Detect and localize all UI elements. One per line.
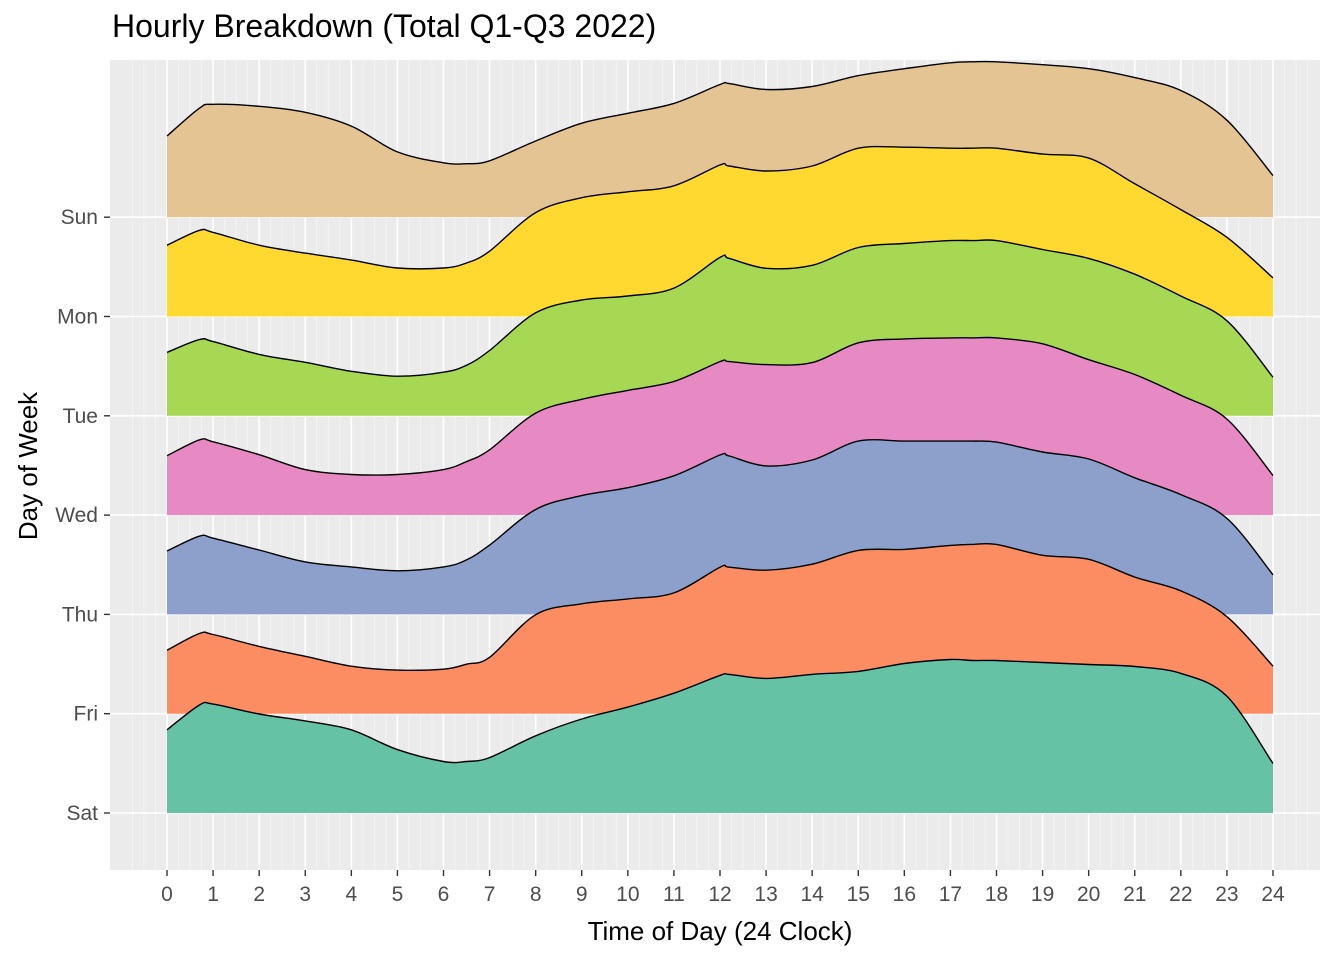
x-tick-label: 17 bbox=[939, 883, 962, 906]
y-axis-title: Day of Week bbox=[13, 391, 43, 540]
ridge-areas bbox=[166, 60, 1274, 813]
y-tick-label: Thu bbox=[62, 603, 98, 626]
x-tick-label: 5 bbox=[392, 883, 404, 906]
x-tick-label: 11 bbox=[663, 883, 685, 906]
x-tick-label: 3 bbox=[299, 883, 311, 906]
x-axis: 0 1 2 3 4 5 6 7 8 9 10 11 12 13 14 15 16 17 18 19 20 21 22 23 24 bbox=[161, 870, 1285, 906]
x-tick-label: 10 bbox=[616, 883, 639, 906]
x-tick-label: 16 bbox=[893, 883, 916, 906]
ridge-line-sat bbox=[166, 658, 1274, 764]
x-tick-label: 18 bbox=[985, 883, 1008, 906]
chart-title: Hourly Breakdown (Total Q1-Q3 2022) bbox=[112, 8, 657, 44]
x-tick-label: 14 bbox=[800, 883, 824, 906]
x-tick-label: 19 bbox=[1031, 883, 1054, 906]
y-tick-label: Sun bbox=[61, 206, 98, 229]
y-axis: Sat Fri Thu Wed Tue Mon Sun bbox=[55, 206, 110, 825]
ridge-line-tue bbox=[166, 239, 1274, 378]
x-tick-label: 9 bbox=[576, 883, 588, 906]
ridge-area-sat bbox=[167, 659, 1273, 813]
x-tick-label: 6 bbox=[438, 883, 450, 906]
y-tick-label: Tue bbox=[63, 405, 98, 428]
ridge-line-fri bbox=[166, 542, 1274, 671]
ridge-line-mon bbox=[166, 145, 1274, 279]
x-tick-label: 4 bbox=[345, 883, 357, 906]
y-tick-label: Fri bbox=[74, 703, 99, 726]
x-axis-title: Time of Day (24 Clock) bbox=[588, 916, 853, 946]
x-tick-label: 15 bbox=[847, 883, 870, 906]
ridge-line-sun bbox=[166, 60, 1274, 177]
x-tick-label: 8 bbox=[530, 883, 542, 906]
x-tick-label: 24 bbox=[1261, 883, 1285, 906]
y-tick-label: Wed bbox=[55, 504, 98, 527]
x-tick-label: 22 bbox=[1169, 883, 1192, 906]
ridge-line-wed bbox=[166, 336, 1274, 476]
x-tick-label: 1 bbox=[207, 883, 219, 906]
x-tick-label: 13 bbox=[754, 883, 777, 906]
x-tick-label: 2 bbox=[253, 883, 265, 906]
x-tick-label: 20 bbox=[1077, 883, 1100, 906]
x-tick-label: 21 bbox=[1123, 883, 1146, 906]
x-tick-label: 12 bbox=[708, 883, 731, 906]
x-tick-label: 0 bbox=[161, 883, 173, 906]
y-tick-label: Sat bbox=[66, 802, 98, 825]
ridge-line-thu bbox=[166, 439, 1274, 576]
x-tick-label: 23 bbox=[1215, 883, 1238, 906]
y-tick-label: Mon bbox=[57, 306, 98, 329]
x-tick-label: 7 bbox=[484, 883, 496, 906]
